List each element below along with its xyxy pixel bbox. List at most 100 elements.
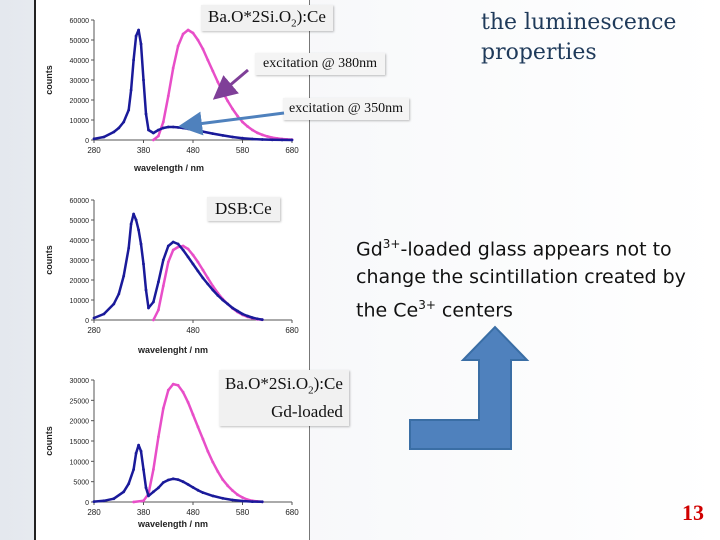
data-point-blue	[132, 58, 135, 62]
series-line-blue	[93, 28, 293, 142]
y-tick-label: 20000	[70, 419, 90, 426]
data-point-pink	[206, 449, 210, 453]
y-tick-label: 60000	[70, 198, 90, 205]
data-point-blue	[251, 137, 254, 141]
data-point-blue	[186, 483, 190, 486]
slide-title: the luminescence properties	[481, 10, 677, 65]
data-point-blue	[211, 132, 215, 136]
data-point-blue	[129, 88, 133, 92]
data-point-pink	[201, 47, 205, 51]
data-point-pink	[166, 94, 170, 98]
y-tick-label: 40000	[70, 238, 90, 245]
data-point-blue	[102, 499, 106, 503]
data-point-pink	[152, 318, 155, 322]
x-tick-label: 680	[285, 146, 299, 155]
data-point-pink	[171, 248, 175, 252]
data-point-blue	[139, 42, 143, 46]
chart-panel	[34, 0, 310, 540]
data-point-blue	[171, 125, 175, 129]
data-point-pink	[142, 499, 145, 503]
data-point-blue	[122, 120, 126, 124]
data-point-pink	[176, 383, 180, 387]
data-point-blue	[181, 248, 185, 252]
data-point-blue	[127, 482, 131, 486]
y-tick-label: 0	[85, 138, 89, 145]
data-point-pink	[161, 407, 165, 410]
data-point-blue	[157, 280, 160, 284]
data-point-pink	[231, 489, 235, 492]
data-point-pink	[211, 460, 215, 464]
label-excitation-380: excitation @ 380nm	[255, 53, 385, 75]
label-excitation-350: excitation @ 350nm	[283, 98, 409, 120]
y-tick-label: 50000	[70, 218, 90, 225]
label-baosio-gd-loaded: Ba.O*2Si.O2):Ce Gd-loaded	[219, 370, 349, 427]
data-point-blue	[139, 242, 143, 246]
data-point-blue	[134, 451, 138, 455]
data-point-blue	[92, 137, 96, 141]
data-point-pink	[171, 66, 175, 70]
y-tick-label: 10000	[70, 298, 90, 305]
data-point-blue	[211, 288, 215, 292]
data-point-pink	[206, 276, 210, 280]
data-point-blue	[171, 477, 175, 481]
data-point-blue	[134, 34, 138, 38]
data-point-blue	[201, 491, 205, 494]
data-point-blue	[270, 138, 274, 142]
data-point-blue	[92, 316, 96, 320]
data-point-pink	[196, 425, 200, 429]
data-point-blue	[122, 490, 126, 494]
data-point-blue	[152, 131, 155, 135]
data-point-pink	[221, 478, 225, 481]
data-point-pink	[265, 135, 269, 138]
data-point-blue	[241, 136, 244, 140]
data-point-blue	[221, 298, 225, 302]
data-point-blue	[196, 269, 200, 273]
data-point-blue	[117, 126, 121, 130]
data-point-blue	[132, 212, 135, 216]
data-point-blue	[112, 302, 116, 306]
data-point-blue	[181, 480, 185, 484]
data-point-blue	[102, 312, 106, 316]
data-point-blue	[186, 255, 190, 259]
data-point-blue	[144, 288, 148, 292]
data-point-blue	[157, 486, 160, 490]
data-point-blue	[176, 478, 180, 481]
chart-dsb-ce: 0 10000 20000 30000 40000 50000 60000 280 480 680…	[44, 198, 299, 355]
data-point-blue	[134, 218, 138, 222]
data-point-pink	[171, 382, 175, 386]
y-tick-label: 30000	[70, 78, 90, 85]
data-point-blue	[280, 138, 284, 142]
data-point-blue	[221, 496, 225, 500]
data-point-pink	[157, 435, 160, 439]
data-point-blue	[144, 112, 148, 116]
data-point-pink	[186, 28, 190, 32]
data-point-blue	[139, 449, 143, 453]
data-point-blue	[161, 126, 165, 130]
bent-arrow	[409, 325, 530, 450]
data-point-pink	[166, 388, 170, 392]
data-point-blue	[216, 294, 220, 297]
x-tick-label: 280	[87, 508, 101, 517]
x-tick-label: 480	[186, 146, 200, 155]
data-point-pink	[152, 468, 155, 471]
data-point-blue	[196, 488, 200, 492]
data-point-blue	[231, 306, 235, 310]
x-tick-label: 280	[87, 146, 101, 155]
data-point-blue	[142, 78, 145, 82]
data-point-pink	[157, 308, 160, 312]
data-point-blue	[129, 222, 133, 226]
data-point-blue	[137, 228, 140, 232]
data-point-pink	[181, 244, 185, 248]
data-point-blue	[157, 128, 160, 132]
y-tick-label: 60000	[70, 18, 90, 25]
data-point-pink	[161, 120, 165, 124]
data-point-pink	[211, 69, 215, 73]
data-point-pink	[260, 133, 264, 137]
label-baosio-ce: Ba.O*2Si.O2):Ce	[201, 5, 333, 32]
y-axis-label: counts	[44, 245, 54, 275]
data-point-pink	[132, 500, 135, 504]
data-point-pink	[241, 496, 244, 499]
data-point-blue	[260, 318, 264, 321]
data-point-blue	[137, 28, 140, 32]
y-tick-label: 50000	[70, 38, 90, 45]
